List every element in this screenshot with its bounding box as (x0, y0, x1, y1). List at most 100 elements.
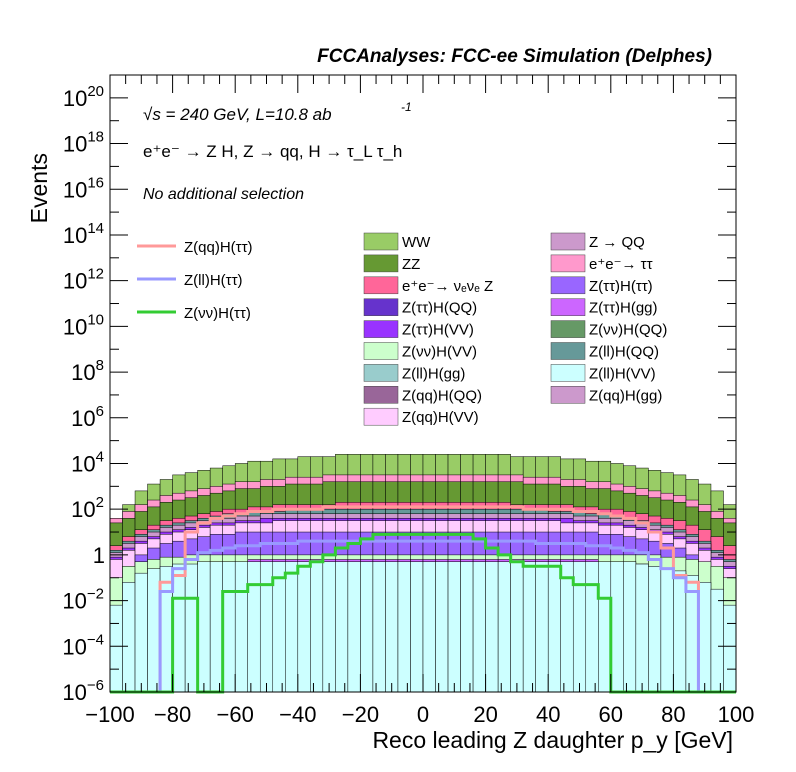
legend-label: Z(ττ)H(gg) (589, 300, 658, 317)
legend-swatch (550, 232, 586, 251)
energy-annotation-exponent: -1 (401, 100, 412, 114)
legend-label: e⁺e⁻→ νₑνₑ Z (402, 278, 493, 295)
x-axis-label: Reco leading Z daughter p_y [GeV] (372, 727, 733, 753)
signal-line (110, 539, 736, 694)
legend-swatch (363, 232, 399, 251)
y-axis-label: Events (26, 153, 52, 223)
histogram-bar (184, 563, 198, 693)
legend-swatch (363, 254, 399, 273)
y-tick-label: 102 (71, 494, 104, 522)
legend-label: Z(ττ)H(VV) (402, 322, 474, 339)
histogram-bar (247, 561, 261, 693)
legend-swatch (550, 276, 586, 295)
histogram-bar (410, 561, 424, 693)
x-tick-label: −20 (342, 702, 379, 727)
y-tick-label: 1 (93, 543, 105, 568)
y-tick-label: 1018 (63, 129, 104, 157)
legend-signal: Z(qq)H(ττ) Z(ll)H(ττ) Z(νν)H(ττ) (137, 239, 253, 322)
legend-label: Z(qq)H(gg) (589, 387, 662, 404)
legend-label: Z(qq)H(VV) (402, 409, 479, 426)
y-tick-label: 108 (71, 357, 104, 385)
histogram-bar (585, 561, 599, 693)
legend-label: Z(ττ)H(ττ) (589, 278, 653, 295)
histogram-bar (485, 561, 499, 693)
histogram-bar (447, 561, 461, 693)
process-annotation: e⁺e⁻ → Z H, Z → qq, H → τ_L τ_h (143, 142, 402, 161)
x-ticks: −100 −80 −60 −40 −20 0 20 40 60 80 100 (85, 75, 754, 727)
histogram-bar (134, 572, 148, 693)
legend-label: Z → QQ (589, 234, 645, 251)
histogram-bar (372, 561, 386, 693)
legend-label: Z(ττ)H(QQ) (402, 300, 477, 317)
legend-label: ZZ (402, 256, 420, 273)
histogram-bar (397, 561, 411, 693)
legend-swatch (550, 320, 586, 338)
histogram-bar (197, 561, 211, 693)
histogram-bar (472, 561, 486, 693)
y-tick-label: 1010 (63, 311, 104, 339)
histogram-bar (710, 588, 724, 693)
histogram-bar (460, 561, 474, 693)
legend-label: Z(qq)H(QQ) (402, 387, 482, 404)
histogram-bar (310, 561, 324, 693)
histogram-bar (535, 561, 549, 693)
y-tick-label: 104 (71, 448, 104, 476)
histogram-bar (335, 561, 349, 693)
signal-line (110, 532, 736, 694)
legend-label: e⁺e⁻→ ττ (589, 256, 653, 273)
histogram-bar (297, 561, 311, 693)
legend-swatch (363, 407, 399, 426)
histogram-bar (560, 561, 574, 693)
y-tick-label: 10−2 (62, 586, 104, 614)
histogram-bar (172, 563, 186, 693)
legend-swatch (363, 298, 399, 316)
histogram-bar (598, 561, 612, 693)
histogram-bar (122, 582, 136, 693)
legend-swatch (550, 254, 586, 273)
x-tick-label: 80 (661, 702, 685, 727)
histogram-bar (385, 561, 399, 693)
histogram-bar (285, 561, 299, 693)
histogram-bar (698, 582, 712, 693)
histogram-bar (572, 561, 587, 693)
histogram-bar (660, 568, 674, 693)
legend-line-label: Z(qq)H(ττ) (184, 239, 253, 256)
legend-label: Z(ll)H(VV) (589, 365, 656, 382)
legend-swatch (363, 276, 399, 295)
y-tick-label: 1016 (63, 174, 104, 202)
legend-swatch (363, 364, 399, 382)
y-tick-label: 1014 (63, 220, 104, 248)
selection-annotation: No additional selection (143, 186, 304, 203)
histogram-stack (109, 454, 737, 693)
legend-swatch (550, 364, 586, 382)
histogram-bar (360, 561, 374, 693)
signal-lines (110, 505, 736, 694)
plot-title: FCCAnalyses: FCC-ee Simulation (Delphes) (317, 46, 712, 67)
histogram-bar (673, 570, 687, 693)
histogram-bar (497, 561, 511, 693)
histogram-bar (259, 561, 274, 693)
histogram-bar (234, 561, 248, 693)
signal-line (110, 505, 736, 694)
x-tick-label: 0 (417, 702, 429, 727)
y-tick-label: 106 (71, 403, 104, 431)
legend-swatch (550, 298, 586, 316)
histogram-bar (159, 566, 173, 693)
energy-annotation: √s = 240 GeV, L=10.8 ab (143, 105, 332, 124)
histogram-bar (422, 561, 436, 693)
histogram-bar (522, 561, 536, 693)
y-tick-label: 1020 (63, 83, 104, 111)
y-tick-label: 10−4 (62, 631, 104, 659)
legend-swatch (550, 342, 586, 360)
x-tick-label: 60 (599, 702, 623, 727)
legend-line-label: Z(ll)H(ττ) (184, 272, 243, 289)
legend-swatch (363, 342, 399, 360)
x-tick-label: −100 (85, 702, 135, 727)
x-tick-label: 20 (473, 702, 497, 727)
histogram-bar (347, 561, 361, 693)
histogram-bar (272, 561, 286, 693)
legend-swatch (550, 386, 586, 404)
legend-line-label: Z(νν)H(ττ) (184, 305, 251, 322)
y-tick-label: 1012 (63, 266, 104, 294)
